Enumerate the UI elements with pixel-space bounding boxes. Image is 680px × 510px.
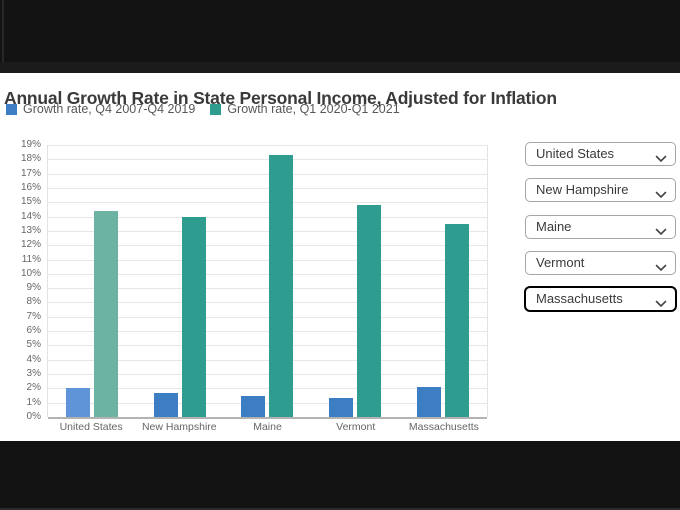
dropdown-selected-value: United States (536, 146, 615, 161)
bar-q4-2007-q4-2019[interactable] (153, 392, 178, 417)
bar-groups (48, 145, 487, 417)
x-axis-label: Vermont (336, 421, 376, 433)
y-tick-label: 16% (20, 181, 41, 193)
state-select-dropdown[interactable]: Maine (525, 215, 676, 239)
bar-q1-2020-q1-2021[interactable] (181, 216, 206, 417)
bar-group (224, 145, 312, 417)
y-tick-label: 17% (20, 167, 41, 179)
bar-q4-2007-q4-2019[interactable] (329, 398, 354, 417)
y-tick-label: 11% (21, 253, 41, 265)
y-tick-label: 19% (20, 139, 41, 150)
gridline (48, 288, 487, 290)
legend-item: Growth rate, Q1 2020-Q1 2021 (210, 102, 400, 116)
y-tick-label: 13% (20, 224, 41, 236)
header-edge-highlight (2, 0, 4, 73)
bottom-black-bar (0, 441, 680, 510)
gridline (48, 173, 487, 175)
bar-group (399, 145, 487, 417)
dropdown-selected-value: Massachusetts (536, 291, 623, 306)
gridline (48, 402, 487, 404)
chevron-down-icon (655, 223, 667, 236)
x-axis-label: Massachusetts (408, 421, 479, 433)
gridline (48, 273, 487, 275)
bar-q4-2007-q4-2019[interactable] (241, 395, 266, 417)
bar-group (311, 145, 399, 417)
legend-item: Growth rate, Q4 2007-Q4 2019 (6, 102, 195, 116)
legend-label: Growth rate, Q1 2020-Q1 2021 (227, 102, 400, 116)
bar-q1-2020-q1-2021[interactable] (357, 205, 382, 417)
dropdown-selected-value: Maine (536, 219, 572, 234)
y-tick-label: 2% (26, 382, 41, 394)
y-tick-label: 12% (20, 239, 41, 251)
x-axis-labels: United States New Hampshire Maine Vermont Ma… (47, 421, 488, 433)
state-select-dropdown[interactable]: New Hampshire (525, 178, 676, 202)
dropdown-selected-value: New Hampshire (536, 182, 629, 197)
y-tick-label: 7% (26, 310, 41, 322)
y-tick-label: 1% (26, 396, 41, 408)
gridline (48, 302, 487, 304)
y-tick-label: 4% (26, 353, 41, 365)
gridline (48, 159, 487, 161)
gridline (48, 230, 487, 232)
gridline (48, 388, 487, 390)
y-tick-label: 6% (26, 325, 41, 337)
gridline (48, 145, 487, 146)
y-tick-label: 9% (26, 282, 41, 294)
y-tick-label: 8% (26, 296, 41, 308)
bar-q1-2020-q1-2021[interactable] (269, 155, 294, 417)
y-tick-label: 5% (26, 339, 41, 351)
gridline (48, 316, 487, 318)
chevron-down-icon (655, 259, 667, 272)
chart-legend: Growth rate, Q4 2007-Q4 2019 Growth rate,… (6, 102, 400, 116)
header-bottom-band (0, 62, 680, 73)
state-select-dropdown[interactable]: Massachusetts (524, 286, 677, 312)
y-tick-label: 18% (20, 153, 41, 165)
gridline (48, 259, 487, 261)
chevron-down-icon (655, 150, 667, 163)
y-tick-label: 0% (26, 411, 41, 422)
top-black-bar (0, 0, 680, 73)
legend-label: Growth rate, Q4 2007-Q4 2019 (23, 102, 196, 116)
bar-q1-2020-q1-2021[interactable] (445, 223, 470, 417)
gridline (48, 245, 487, 247)
y-tick-label: 14% (20, 210, 41, 222)
plot-area (47, 145, 488, 419)
gridline (48, 331, 487, 333)
y-tick-label: 10% (20, 267, 41, 279)
chevron-down-icon (655, 186, 667, 199)
legend-swatch-icon (6, 103, 17, 115)
bar-group (48, 145, 136, 417)
state-select-dropdown[interactable]: Vermont (525, 251, 676, 275)
gridline (48, 216, 487, 218)
bar-q4-2007-q4-2019[interactable] (417, 386, 442, 417)
state-select-dropdown[interactable]: United States (525, 142, 676, 166)
bar-q4-2007-q4-2019[interactable] (65, 388, 90, 417)
x-axis-line (48, 417, 487, 419)
y-axis: 0% 1% 2% 3% 4% 5% 6% 7% 8% 9% 10% 11% 12% 13% 14% 15% 16… (0, 139, 41, 422)
legend-swatch-icon (210, 103, 222, 115)
x-axis-label: United States (59, 421, 123, 433)
x-axis-label: Maine (253, 421, 282, 433)
gridline (48, 359, 487, 361)
gridline (48, 345, 487, 347)
gridline (48, 187, 487, 189)
gridline (48, 374, 487, 376)
x-axis-label: New Hampshire (141, 421, 217, 433)
gridline (48, 202, 487, 204)
bar-q1-2020-q1-2021[interactable] (93, 210, 118, 417)
dropdown-selected-value: Vermont (536, 255, 585, 270)
page-title: Annual Growth Rate in State Personal Inc… (4, 87, 557, 108)
y-tick-label: 3% (26, 368, 41, 380)
bar-group (136, 145, 224, 417)
y-tick-label: 15% (20, 196, 41, 208)
chevron-down-icon (655, 295, 667, 308)
